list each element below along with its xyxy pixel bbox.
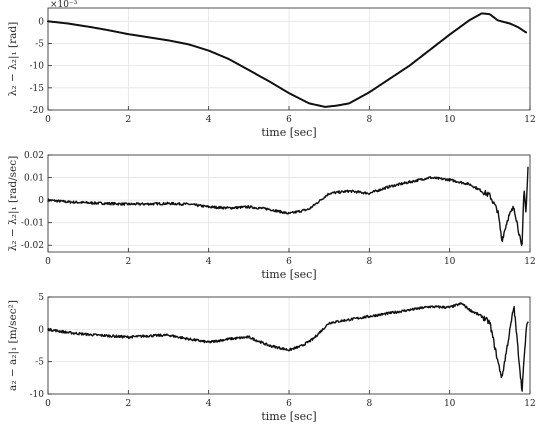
y-axis-label: λ̇₂ − λ̇₂|₁ [rad/sec] (6, 156, 20, 252)
y-tick-label: 0.01 (24, 174, 44, 184)
x-axis-label: time [sec] (261, 268, 316, 281)
y-tick-label: -5 (35, 39, 44, 49)
axes-box (47, 296, 531, 395)
y-tick-label: 0 (38, 325, 44, 335)
y-tick-label: -10 (30, 62, 45, 72)
x-axis-label: time [sec] (261, 126, 316, 139)
x-tick-label: 8 (366, 115, 372, 125)
series-line (47, 12, 527, 108)
x-tick-label: 10 (444, 399, 456, 409)
y-tick-label: -10 (30, 390, 45, 400)
x-tick-label: 0 (45, 257, 51, 267)
axes-box (47, 7, 531, 111)
x-tick-label: 10 (444, 115, 456, 125)
chart-panel-1: 0 2 4 6 8 10 12 0 -5 -10 -15 -20 time [sec] λ₂ − λ₂|₁… (7, 0, 536, 139)
x-axis-label: time [sec] (261, 410, 316, 423)
y-tick-label: -0.02 (21, 241, 44, 251)
x-tick-label: 8 (366, 257, 372, 267)
x-tick-label: 12 (524, 399, 535, 409)
y-tick-label: -20 (30, 106, 45, 116)
x-tick-label: 10 (444, 257, 456, 267)
x-tick-label: 6 (286, 399, 292, 409)
series-line (47, 166, 529, 246)
y-tick-label: 0 (38, 196, 44, 206)
x-tick-label: 4 (206, 257, 212, 267)
y-tick-label: -15 (30, 84, 45, 94)
x-tick-label: 6 (286, 115, 292, 125)
x-tick-label: 0 (45, 115, 51, 125)
x-tick-label: 0 (45, 399, 51, 409)
y-tick-label: -5 (35, 358, 44, 368)
y-tick-label: 5 (38, 293, 44, 303)
x-tick-label: 4 (206, 399, 212, 409)
x-tick-label: 2 (125, 115, 131, 125)
y-exponent-label: ×10⁻³ (50, 0, 78, 10)
x-tick-label: 6 (286, 257, 292, 267)
x-tick-label: 12 (524, 115, 535, 125)
y-tick-label: 0.02 (24, 151, 44, 161)
x-tick-label: 2 (125, 399, 131, 409)
axes-box (47, 154, 531, 253)
y-tick-label: 0 (38, 17, 44, 27)
y-tick-label: -0.01 (21, 219, 44, 229)
chart-panel-2: 0 2 4 6 8 10 12 0.02 0.01 0 -0.01 -0.02 time [sec] λ̇… (6, 151, 536, 281)
chart-panel-3: 0 2 4 6 8 10 12 5 0 -5 -10 time [sec] a₂ − a₂|₁ [m/s… (7, 293, 536, 423)
y-axis-label: λ₂ − λ₂|₁ [rad] (7, 22, 20, 96)
x-tick-label: 12 (524, 257, 535, 267)
series-line (47, 302, 529, 392)
x-tick-label: 8 (366, 399, 372, 409)
x-tick-label: 4 (206, 115, 212, 125)
x-tick-label: 2 (125, 257, 131, 267)
y-axis-label: a₂ − a₂|₁ [m/sec²] (7, 300, 20, 391)
